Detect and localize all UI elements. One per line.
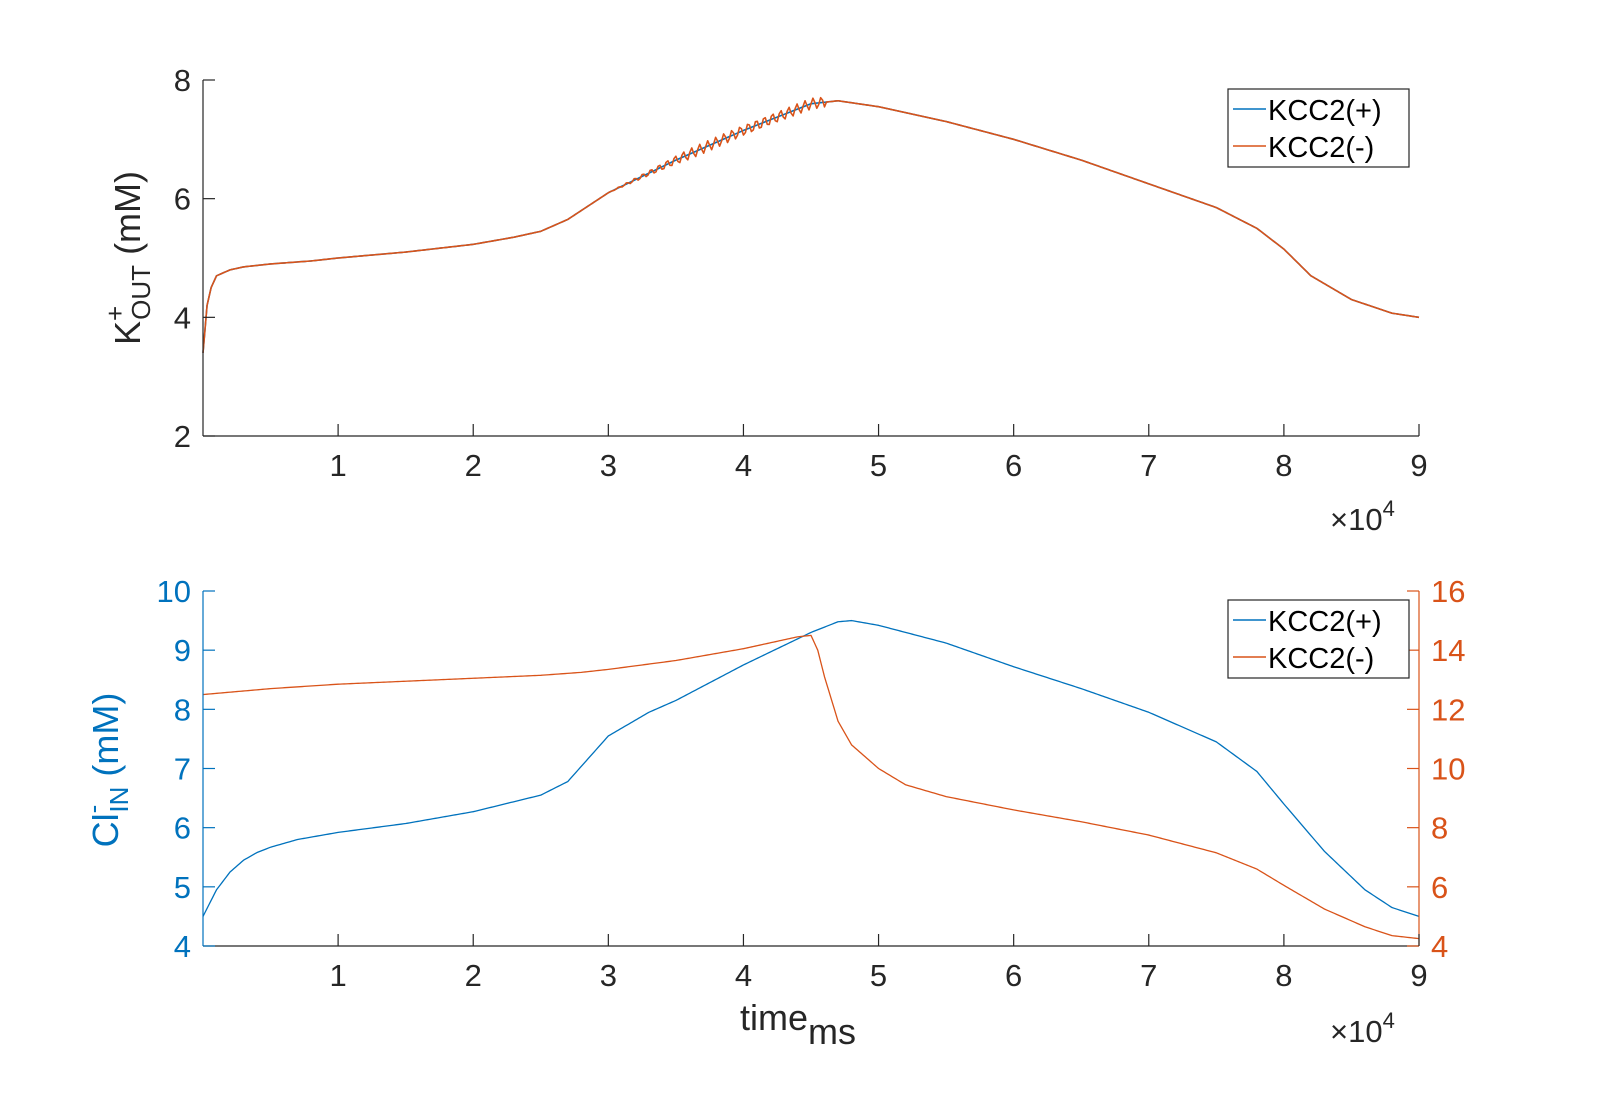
bot-y-tick-label: 4 [174,929,191,964]
bottom-yticks-left: 4 5 6 7 8 9 10 [157,574,215,964]
bottom-ylabel-unit: (mM) [85,693,126,787]
bot-y-tick-label: 10 [157,574,191,609]
bottom-x-exponent-label: ×104 [1330,1008,1395,1049]
top-legend-label-1: KCC2(+) [1268,95,1382,127]
top-ylabel-unit: (mM) [107,171,148,265]
bot-y-tick-label: 9 [174,633,191,668]
top-legend-label-2: KCC2(-) [1268,132,1374,164]
top-ylabel-base: K [107,321,148,345]
bot-y-right-tick-label: 10 [1431,752,1465,787]
bot-series-line-kcc2-plus [202,619,1420,918]
bot-y-tick-label: 7 [174,752,191,787]
bot-y-right-tick-label: 8 [1431,811,1448,846]
bot-y-right-tick-label: 12 [1431,692,1465,727]
top-x-exponent-label: ×104 [1330,496,1395,537]
bot-y-right-tick-label: 6 [1431,870,1448,905]
top-x-tick-label: 8 [1275,448,1292,483]
top-ylabel-sub: OUT [126,265,156,320]
bot-x-tick-label: 9 [1410,958,1427,993]
bot-series-line-kcc2-minus [202,634,1420,940]
bottom-legend: KCC2(+) KCC2(-) [1227,599,1410,679]
top-exp-power: 4 [1383,496,1395,521]
bot-x-tick-label: 1 [329,958,346,993]
top-y-tick-label: 4 [174,300,191,335]
top-series-line-kcc2-minus [202,96,1420,353]
bot-x-tick-label: 8 [1275,958,1292,993]
bottom-xticks: 1 2 3 4 5 6 7 8 9 [329,934,1428,993]
bot-y-right-tick-label: 14 [1431,633,1465,668]
bottom-exp-times: ×10 [1330,1014,1383,1049]
top-y-axis-label: K+OUT (mM) [100,171,156,345]
top-legend: KCC2(+) KCC2(-) [1227,88,1410,168]
top-yticks: 2 4 6 8 [174,63,215,454]
bot-x-tick-label: 6 [1005,958,1022,993]
top-axes-layer [202,80,1419,437]
bottom-legend-label-2: KCC2(-) [1268,643,1374,675]
bottom-y-axis-label: Cl-IN (mM) [78,693,134,848]
top-x-tick-label: 7 [1140,448,1157,483]
bottom-legend-box [1227,599,1410,679]
bottom-x-axis-label: timems [740,997,856,1052]
bottom-ylabel-sub: IN [104,787,134,813]
bot-x-tick-label: 5 [870,958,887,993]
bot-y-right-tick-label: 4 [1431,929,1448,964]
bot-x-tick-label: 7 [1140,958,1157,993]
top-x-tick-label: 9 [1410,448,1427,483]
bottom-yticks-right: 4 6 8 10 12 14 16 [1407,574,1465,964]
top-x-tick-label: 6 [1005,448,1022,483]
top-x-tick-label: 3 [600,448,617,483]
top-x-tick-label: 5 [870,448,887,483]
bot-y-tick-label: 8 [174,692,191,727]
top-y-tick-label: 8 [174,63,191,98]
bottom-ylabel-sup: - [78,805,108,814]
top-legend-box [1227,88,1410,168]
bottom-xlabel-main: time [740,997,808,1038]
top-y-tick-label: 2 [174,419,191,454]
top-series-layer [202,96,1420,353]
bottom-xlabel-sub: ms [808,1011,856,1052]
bottom-series-layer [202,619,1420,940]
top-x-tick-label: 4 [735,448,752,483]
top-x-tick-label: 2 [465,448,482,483]
top-x-tick-label: 1 [329,448,346,483]
bot-y-tick-label: 6 [174,811,191,846]
top-ylabel-sup: + [100,306,130,321]
bottom-exp-power: 4 [1383,1008,1395,1033]
bottom-ylabel-base: Cl [85,813,126,847]
top-xticks: 1 2 3 4 5 6 7 8 9 [329,424,1428,483]
top-exp-times: ×10 [1330,502,1383,537]
bot-y-tick-label: 5 [174,870,191,905]
top-y-tick-label: 6 [174,182,191,217]
bot-x-tick-label: 2 [465,958,482,993]
bot-y-right-tick-label: 16 [1431,574,1465,609]
bottom-legend-label-1: KCC2(+) [1268,606,1382,638]
bot-x-tick-label: 4 [735,958,752,993]
bot-x-tick-label: 3 [600,958,617,993]
